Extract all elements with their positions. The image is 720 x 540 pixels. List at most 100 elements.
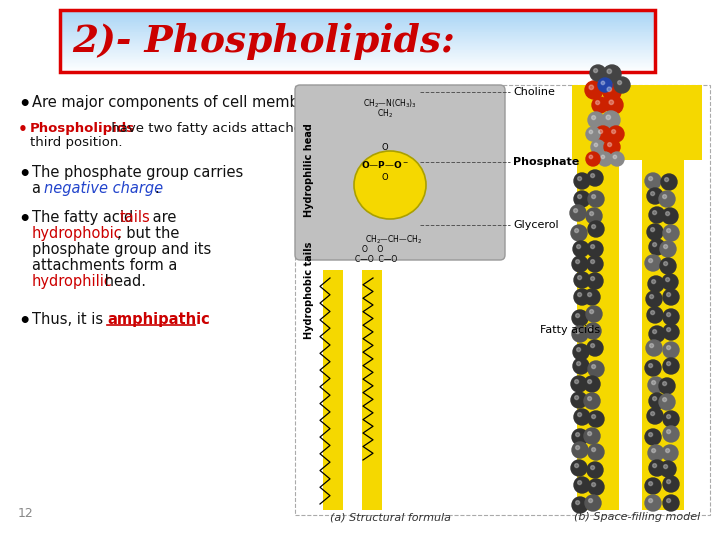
Circle shape [588,380,592,383]
Circle shape [647,188,663,204]
Text: tails: tails [120,210,150,225]
Circle shape [613,155,616,159]
Circle shape [592,448,595,451]
Text: at the: at the [445,122,489,135]
Circle shape [589,498,593,503]
Circle shape [585,81,603,99]
Circle shape [663,411,679,427]
Bar [60,51,655,52]
Circle shape [587,241,603,257]
Bar [60,13,655,14]
Circle shape [593,69,598,72]
Ellipse shape [354,151,426,219]
Circle shape [645,360,661,376]
Circle shape [605,96,623,114]
Bar [60,71,655,72]
Circle shape [648,276,664,292]
Bar [60,68,655,69]
Bar [60,14,655,15]
Circle shape [649,177,652,180]
Circle shape [588,112,604,128]
Bar [60,41,655,42]
Circle shape [611,130,616,133]
Circle shape [663,289,679,305]
Circle shape [667,228,670,233]
Bar [60,24,655,25]
Bar [60,23,655,24]
Circle shape [590,173,595,178]
Circle shape [667,430,670,434]
Circle shape [667,498,670,503]
Text: Thus, it is: Thus, it is [32,312,108,327]
Circle shape [664,245,667,248]
Text: O    O: O O [362,245,383,254]
Circle shape [584,428,600,444]
Bar [60,15,655,16]
Circle shape [601,155,605,159]
Circle shape [663,324,679,340]
Circle shape [572,256,588,272]
Bar [60,50,655,51]
Circle shape [574,208,577,213]
Circle shape [651,227,654,232]
Text: head.: head. [100,274,146,289]
Text: .: . [154,181,158,196]
Bar [60,70,655,71]
FancyBboxPatch shape [295,85,505,260]
Text: CH$_2$—N(CH$_3$)$_3$: CH$_2$—N(CH$_3$)$_3$ [363,98,417,111]
Bar [60,56,655,57]
Circle shape [574,191,590,207]
Circle shape [667,293,670,296]
Circle shape [575,228,579,233]
Text: •: • [18,210,30,229]
Text: hydrophilic: hydrophilic [32,274,113,289]
Bar [60,38,655,39]
Circle shape [575,380,579,383]
Circle shape [608,126,624,142]
Circle shape [587,340,603,356]
Text: Choline: Choline [513,87,555,97]
Circle shape [577,413,582,416]
Bar [60,18,655,19]
Bar [60,27,655,28]
Circle shape [648,445,664,461]
Text: Are major components of cell membranes: Are major components of cell membranes [32,95,340,110]
Circle shape [645,173,661,189]
Text: amphipathic: amphipathic [107,312,210,327]
Text: CH$_2$—CH—CH$_2$: CH$_2$—CH—CH$_2$ [365,233,422,246]
Circle shape [589,130,593,134]
Circle shape [572,497,588,513]
Circle shape [649,460,665,476]
Circle shape [667,346,670,349]
Text: The fatty acid: The fatty acid [32,210,138,225]
Circle shape [573,344,589,360]
Circle shape [574,289,590,305]
Circle shape [659,191,675,207]
Bar [60,10,655,11]
Circle shape [667,328,670,332]
Circle shape [663,309,679,325]
Circle shape [649,433,652,437]
Circle shape [586,152,600,166]
Circle shape [598,152,612,166]
Circle shape [588,444,604,460]
Circle shape [649,482,652,485]
Circle shape [588,191,604,207]
Circle shape [592,364,595,369]
Circle shape [652,449,656,453]
Circle shape [662,382,667,386]
Circle shape [598,130,603,133]
Circle shape [585,323,601,339]
Bar [60,16,655,17]
Text: attachments form a: attachments form a [32,258,177,273]
Circle shape [575,329,580,334]
Circle shape [663,495,679,511]
Bar [60,29,655,30]
Circle shape [571,392,587,408]
Circle shape [592,225,595,228]
Circle shape [648,377,664,393]
Bar [60,57,655,58]
Circle shape [652,211,657,214]
Circle shape [603,65,621,83]
Circle shape [595,126,611,142]
